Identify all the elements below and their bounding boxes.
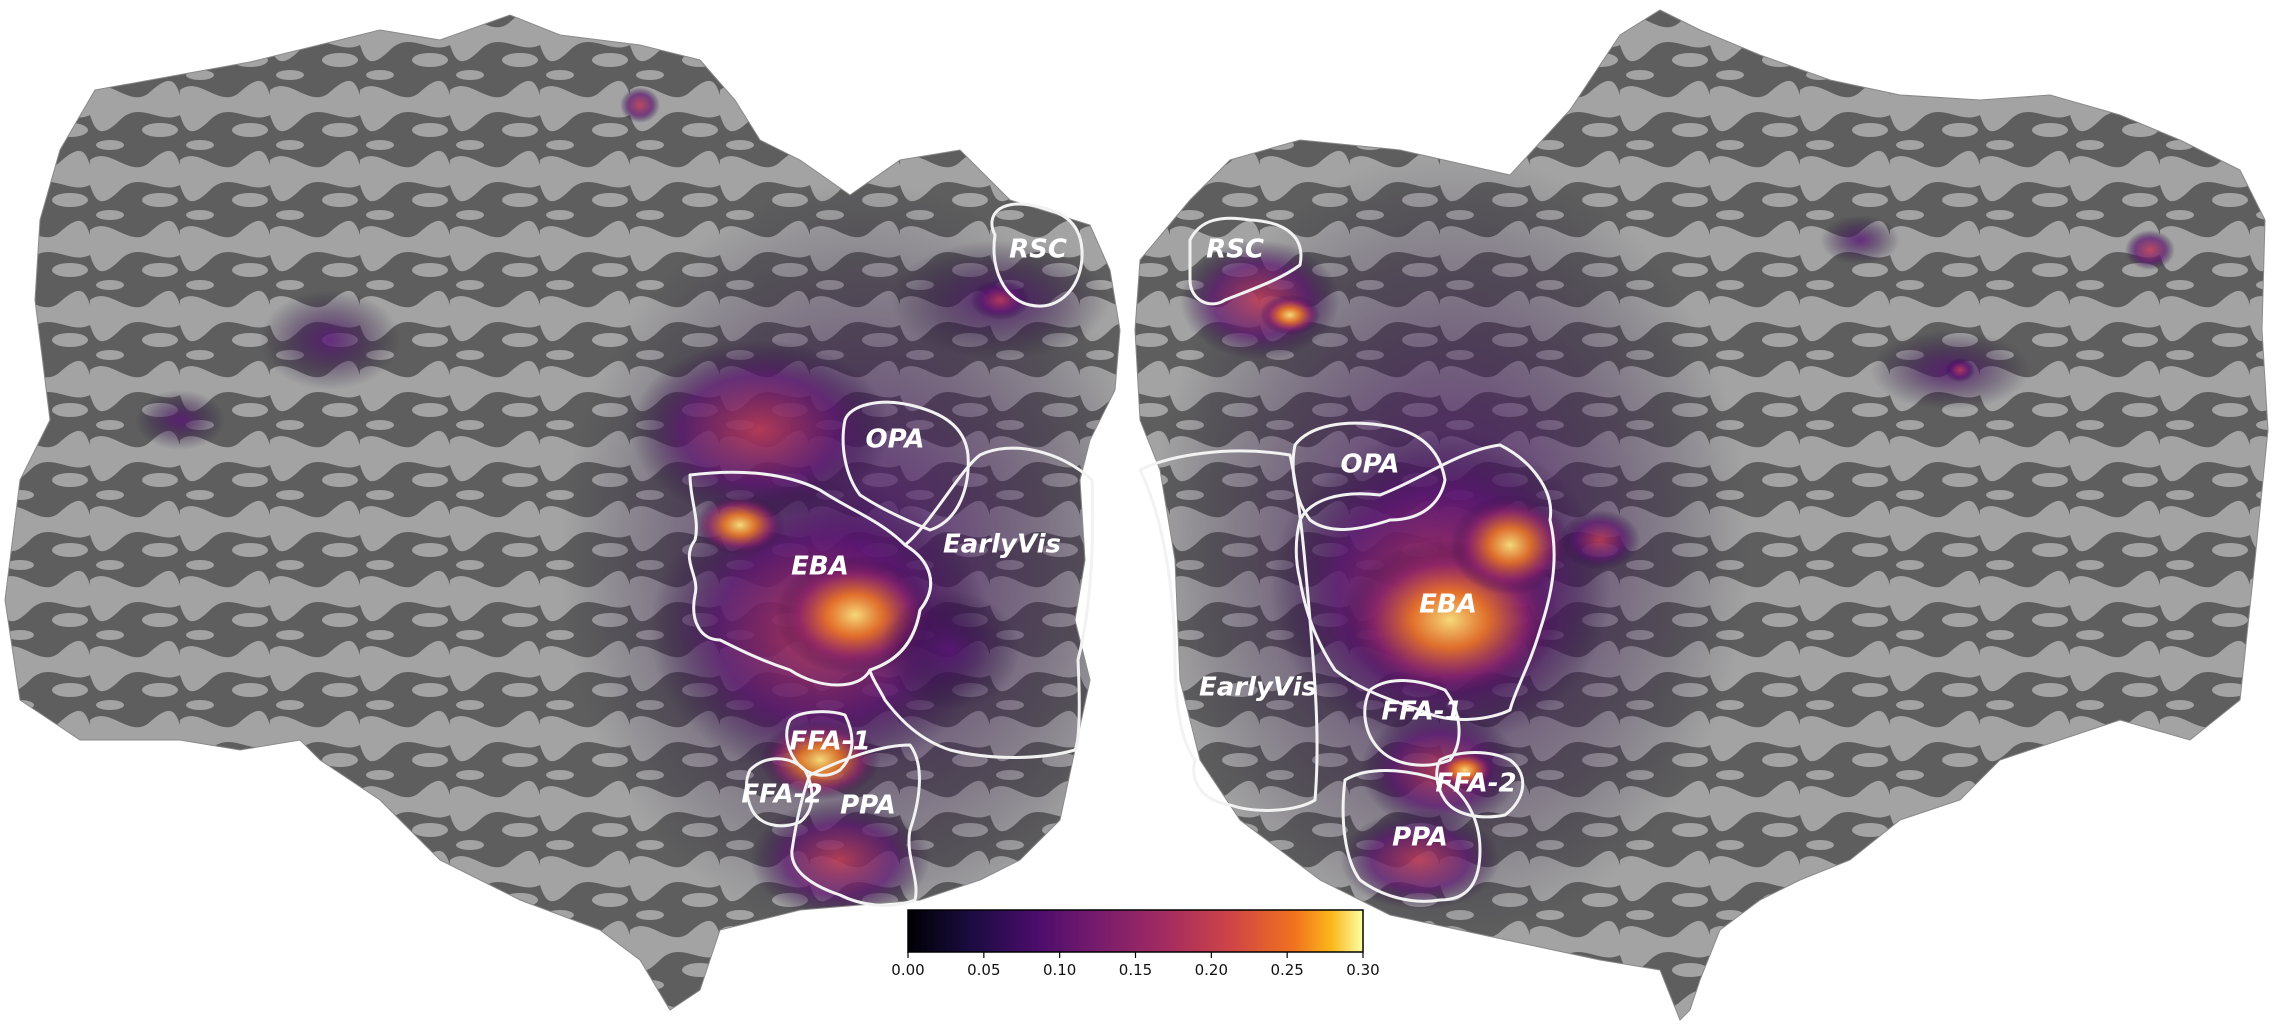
right-opa-label: OPA xyxy=(1341,450,1400,480)
right-ffa2-outline xyxy=(1435,751,1525,819)
colorbar-tick-label: 0.30 xyxy=(1346,961,1379,979)
right-ppa-label: PPA xyxy=(1392,823,1448,853)
colorbar-tick-label: 0.10 xyxy=(1043,961,1076,979)
left-ppa-outline xyxy=(790,743,921,907)
colorbar: 0.00 0.05 0.10 0.15 0.20 0.25 0.30 xyxy=(891,909,1380,979)
colorbar-tick-label: 0.00 xyxy=(891,961,924,979)
colorbar-tick-label: 0.15 xyxy=(1119,961,1152,979)
left-rsc-label: RSC xyxy=(1009,235,1067,265)
right-hemisphere-flatmap xyxy=(1134,9,2269,1021)
left-opa-outline xyxy=(841,400,970,532)
colorbar-tick-label: 0.20 xyxy=(1195,961,1228,979)
right-earlyvis-outline xyxy=(1138,449,1319,812)
left-ffa2-outline xyxy=(745,757,814,828)
left-eba-label: EBA xyxy=(791,552,849,582)
left-rsc-outline xyxy=(990,202,1084,308)
right-roi-labels: RSC OPA EarlyVis EBA FFA-1 FFA-2 PPA xyxy=(1199,235,1517,853)
colorbar-tick-label: 0.05 xyxy=(967,961,1000,979)
right-opa-outline xyxy=(1291,421,1447,531)
right-ffa1-outline xyxy=(1363,679,1461,767)
right-eba-label: EBA xyxy=(1419,590,1477,620)
right-eba-outline xyxy=(1294,443,1556,721)
left-ppa-label: PPA xyxy=(840,791,896,821)
right-earlyvis-label: EarlyVis xyxy=(1199,673,1317,703)
colorbar-ticks: 0.00 0.05 0.10 0.15 0.20 0.25 0.30 xyxy=(891,952,1380,979)
left-eba-outline xyxy=(687,470,933,687)
left-roi-labels: RSC OPA EarlyVis EBA FFA-1 FFA-2 PPA xyxy=(741,235,1067,821)
left-ffa2-label: FFA-2 xyxy=(741,780,822,810)
left-earlyvis-label: EarlyVis xyxy=(943,530,1061,560)
left-activation-overlay xyxy=(135,87,1120,940)
right-ffa1-label: FFA-1 xyxy=(1381,697,1462,727)
right-rsc-outline xyxy=(1188,216,1303,306)
right-ffa2-label: FFA-2 xyxy=(1435,769,1516,799)
left-ffa1-label: FFA-1 xyxy=(789,727,870,757)
left-earlyvis-outline xyxy=(868,446,1095,759)
right-rsc-label: RSC xyxy=(1206,235,1264,265)
left-hemisphere-flatmap xyxy=(4,14,1121,1011)
left-ffa1-outline xyxy=(785,710,854,777)
right-ppa-outline xyxy=(1341,769,1482,903)
left-opa-label: OPA xyxy=(866,425,925,455)
colorbar-tick-label: 0.25 xyxy=(1270,961,1303,979)
colorbar-gradient xyxy=(907,909,1364,953)
